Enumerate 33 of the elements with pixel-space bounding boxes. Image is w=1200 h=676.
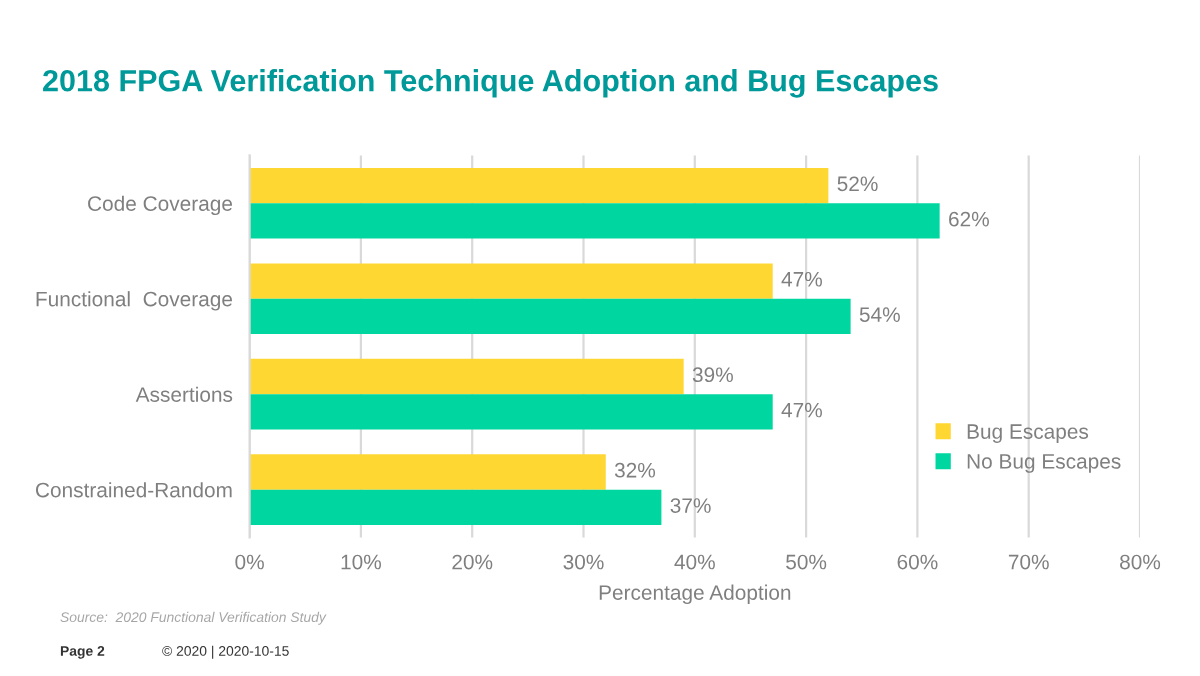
x-tick-label: 80%: [1120, 554, 1161, 570]
bar: [249, 203, 940, 239]
x-axis-title: Percentage Adoption: [599, 584, 791, 605]
data-label: 62%: [949, 211, 989, 227]
x-tick-label: 70%: [1008, 554, 1049, 570]
legend-label: No Bug Escapes: [967, 454, 1121, 473]
x-tick-label: 50%: [786, 554, 827, 570]
data-label: 54%: [859, 307, 900, 322]
bar: [249, 167, 829, 204]
legend-label: Bug Escapes: [967, 424, 1089, 443]
x-tick-label: 10%: [341, 554, 382, 570]
data-label: 37%: [670, 498, 711, 513]
bar: [249, 394, 773, 430]
data-label: 47%: [781, 402, 822, 418]
x-tick-label: 30%: [563, 554, 604, 570]
x-tick-label: 40%: [674, 554, 715, 570]
x-tick-label: 0%: [235, 554, 264, 570]
bar: [249, 298, 851, 335]
y-tick-label: Functional Coverage: [36, 291, 233, 311]
bar: [249, 358, 684, 395]
y-tick-label: Constrained-Random: [35, 482, 232, 498]
data-label: 52%: [837, 176, 878, 192]
data-label: 32%: [614, 462, 656, 478]
x-tick-label: 20%: [452, 554, 493, 570]
data-label: 39%: [692, 367, 733, 383]
bar: [249, 263, 773, 299]
chart-title: 2018 FPGA Verification Technique Adoption and Bug Escapes: [43, 69, 938, 98]
bar: [249, 454, 606, 490]
y-tick-label: Assertions: [135, 386, 233, 402]
x-tick-label: 60%: [897, 554, 938, 570]
bar: [249, 489, 662, 526]
data-label: 47%: [781, 271, 822, 287]
y-tick-label: Code Coverage: [88, 195, 233, 216]
